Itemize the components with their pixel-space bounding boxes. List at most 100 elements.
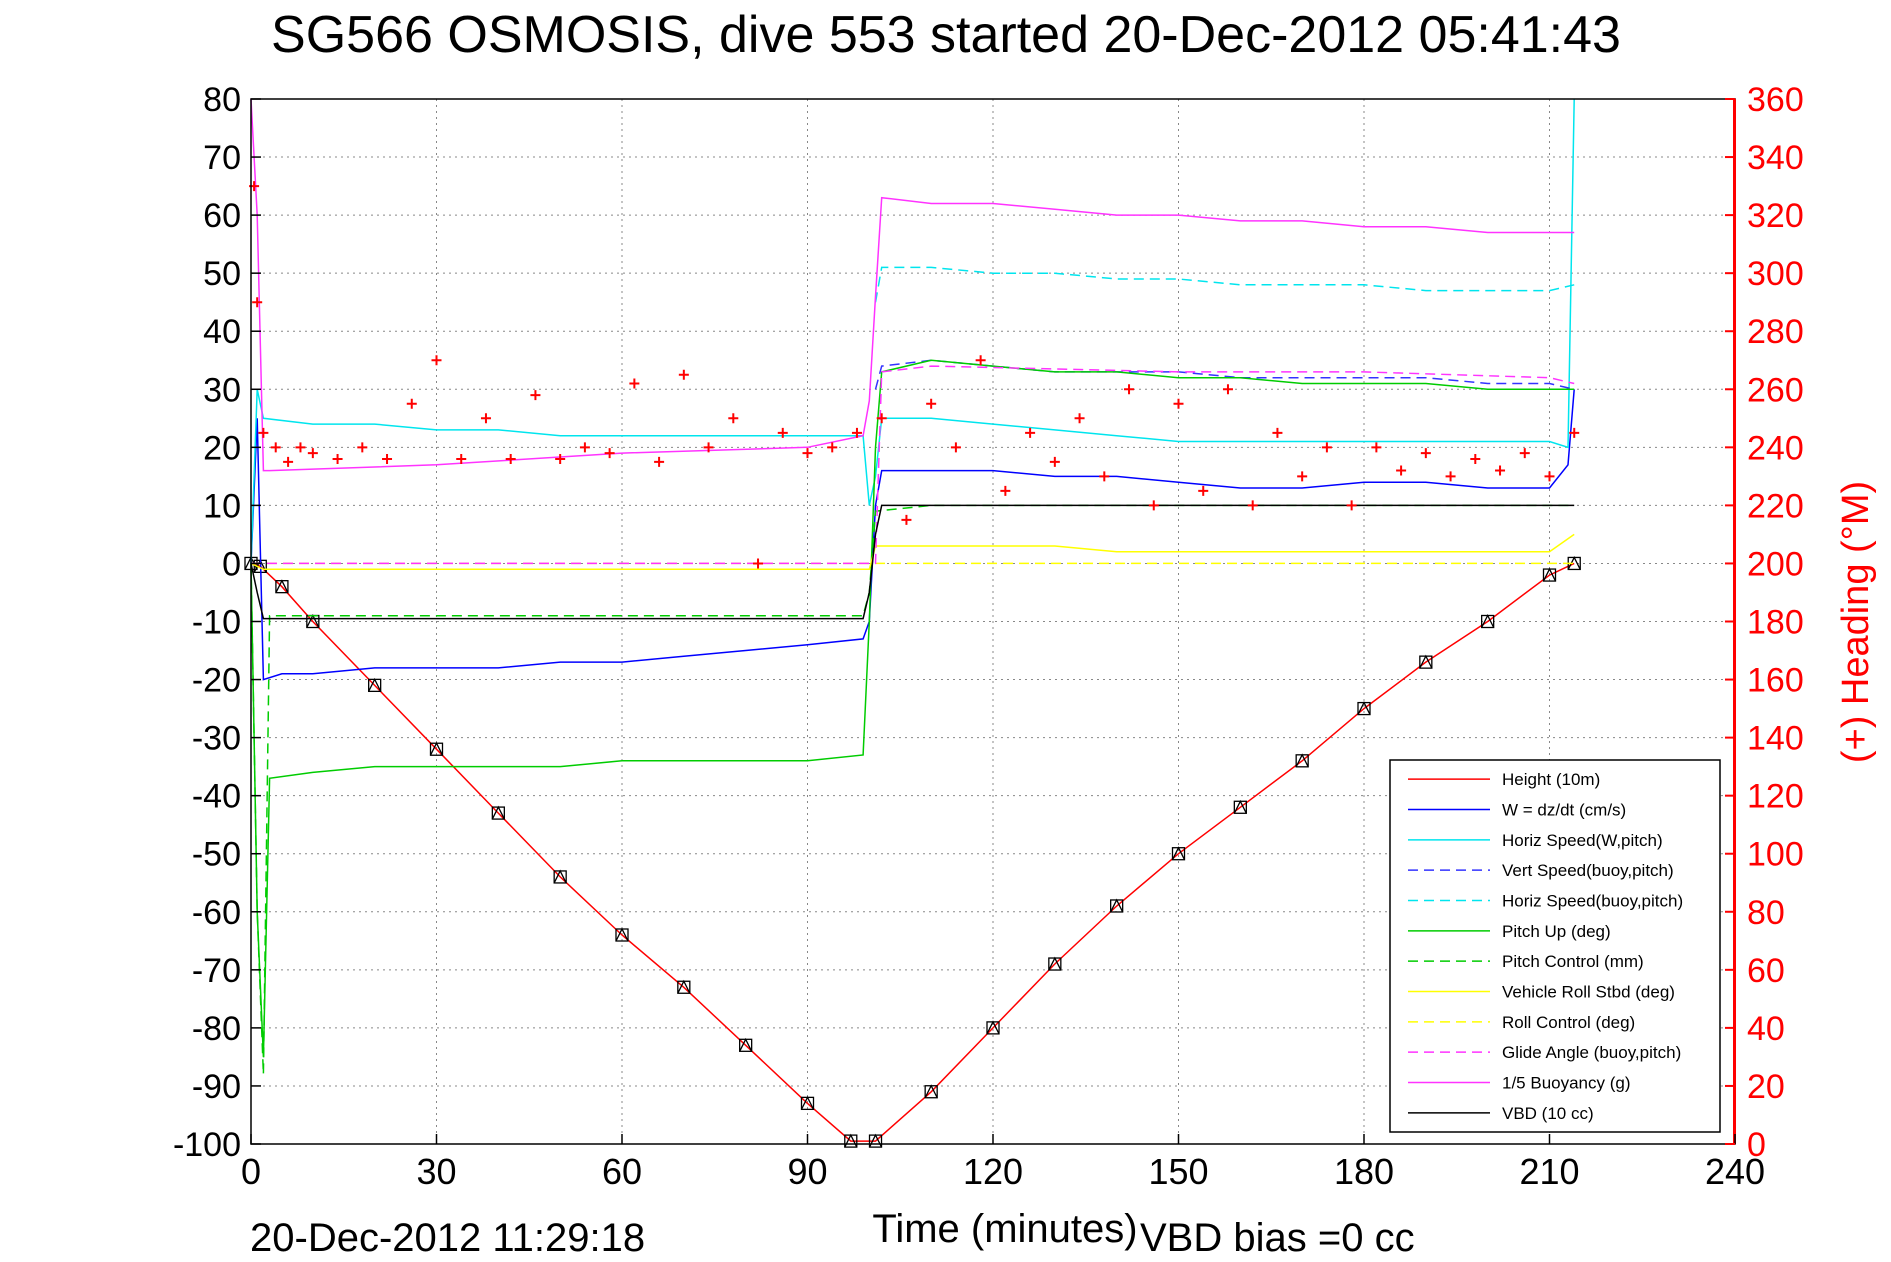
y-tick-label: -70 [192, 952, 241, 990]
chart-title: SG566 OSMOSIS, dive 553 started 20-Dec-2… [271, 6, 1621, 64]
heading-point [1495, 465, 1506, 476]
series-w-dz-dt-cm-s [250, 389, 1575, 681]
heading-point [1544, 471, 1555, 482]
heading-point [530, 390, 541, 401]
heading-point [1396, 465, 1407, 476]
heading-point [1124, 384, 1135, 395]
height-marker-triangle [1542, 567, 1557, 582]
heading-point [1000, 485, 1011, 496]
x-tick-label: 120 [963, 1151, 1023, 1192]
height-marker-triangle [1357, 701, 1371, 715]
y-tick-label: 20 [203, 429, 241, 467]
heading-point [1519, 448, 1530, 459]
heading-point [295, 442, 306, 453]
height-marker-triangle [677, 979, 691, 994]
y2-tick-label: 0 [1747, 1126, 1766, 1164]
y-tick-label: 40 [203, 313, 241, 351]
y2-tick-label: 140 [1747, 720, 1804, 758]
legend-box [1389, 759, 1721, 1133]
heading-point [604, 448, 615, 459]
series-1-5-buoyancy-g [250, 98, 1575, 472]
heading-point [283, 456, 294, 467]
y2-tick-label: 360 [1747, 81, 1804, 119]
footer-vbd-bias: VBD bias =0 cc [1140, 1216, 1415, 1260]
height-marker-triangle [800, 1095, 815, 1110]
heading-point [950, 442, 961, 453]
legend-label: Horiz Speed(W,pitch) [1502, 831, 1663, 850]
height-markers [244, 555, 1581, 1148]
heading-point [258, 427, 269, 438]
heading-point [802, 448, 813, 459]
heading-point [629, 378, 640, 389]
heading-point [777, 427, 788, 438]
height-marker-triangle [275, 579, 289, 593]
series-layer [244, 98, 1581, 1148]
heading-point [678, 369, 689, 380]
x-tick-label: 240 [1705, 1151, 1765, 1192]
heading-point [753, 558, 764, 569]
series-horiz-speed-buoy-pitch [874, 266, 1575, 303]
heading-point [270, 442, 281, 453]
height-marker-triangle [1419, 654, 1433, 669]
heading-point [307, 448, 318, 459]
x-tick-label: 90 [787, 1151, 827, 1192]
heading-point [480, 413, 491, 424]
legend-label: Vehicle Roll Stbd (deg) [1502, 983, 1675, 1002]
height-marker-triangle [1481, 614, 1495, 628]
series-heading-markers [249, 181, 1580, 569]
y-tick-label: -40 [192, 778, 241, 816]
y2-tick-label: 40 [1747, 1010, 1785, 1048]
heading-point [252, 297, 263, 308]
heading-point [1272, 427, 1283, 438]
legend-label: Pitch Control (mm) [1502, 952, 1644, 971]
x-tick-label: 30 [416, 1151, 456, 1192]
heading-point [901, 514, 912, 525]
height-marker-triangle [1233, 799, 1247, 814]
legend-label: Horiz Speed(buoy,pitch) [1502, 892, 1683, 911]
legend-label: Vert Speed(buoy,pitch) [1502, 861, 1674, 880]
height-marker-triangle [1110, 898, 1124, 913]
x-tick-label: 60 [602, 1151, 642, 1192]
heading-point [505, 453, 516, 464]
height-marker-triangle [1295, 753, 1309, 768]
heading-point [1222, 384, 1233, 395]
legend-label: VBD (10 cc) [1502, 1104, 1594, 1123]
heading-point [406, 398, 417, 409]
legend-label: W = dz/dt (cm/s) [1502, 801, 1626, 820]
heading-point [654, 456, 665, 467]
y-tick-label: 0 [222, 545, 241, 583]
heading-point [1099, 471, 1110, 482]
heading-point [1297, 471, 1308, 482]
y2-tick-label: 80 [1747, 894, 1785, 932]
y2-tick-label: 320 [1747, 197, 1804, 235]
series-pitch-control-mm [250, 504, 1575, 1075]
heading-point [851, 427, 862, 438]
y-tick-label: -100 [173, 1126, 241, 1164]
y-tick-label: 70 [203, 139, 241, 177]
heading-point [827, 442, 838, 453]
heading-point [1173, 398, 1184, 409]
height-marker-triangle [553, 869, 567, 884]
legend-label: Height (10m) [1502, 770, 1600, 789]
x-axis: 0 30 60 90 120 150 180 210 240 [241, 1134, 1765, 1192]
series-horiz-speed-w-pitch [250, 98, 1575, 564]
y-tick-label: -50 [192, 836, 241, 874]
y-tick-label: -60 [192, 894, 241, 932]
heading-point [1247, 500, 1258, 511]
y-tick-label: 30 [203, 371, 241, 409]
y-tick-label: 60 [203, 197, 241, 235]
height-marker-triangle [1567, 555, 1581, 570]
y2-tick-label: 220 [1747, 487, 1804, 525]
height-marker-triangle [868, 1133, 883, 1148]
legend-label: Pitch Up (deg) [1502, 922, 1611, 941]
y2-tick-label: 100 [1747, 836, 1804, 874]
series-glide-angle-buoy-pitch [251, 365, 1575, 565]
y-axis-right: 3603403203002802602402202001801601401201… [1725, 81, 1804, 1164]
height-marker-triangle [1171, 846, 1186, 861]
y2-tick-label: 260 [1747, 371, 1804, 409]
y-tick-label: -90 [192, 1068, 241, 1106]
y-tick-label: 80 [203, 81, 241, 119]
heading-point [876, 413, 887, 424]
heading-point [1049, 456, 1060, 467]
